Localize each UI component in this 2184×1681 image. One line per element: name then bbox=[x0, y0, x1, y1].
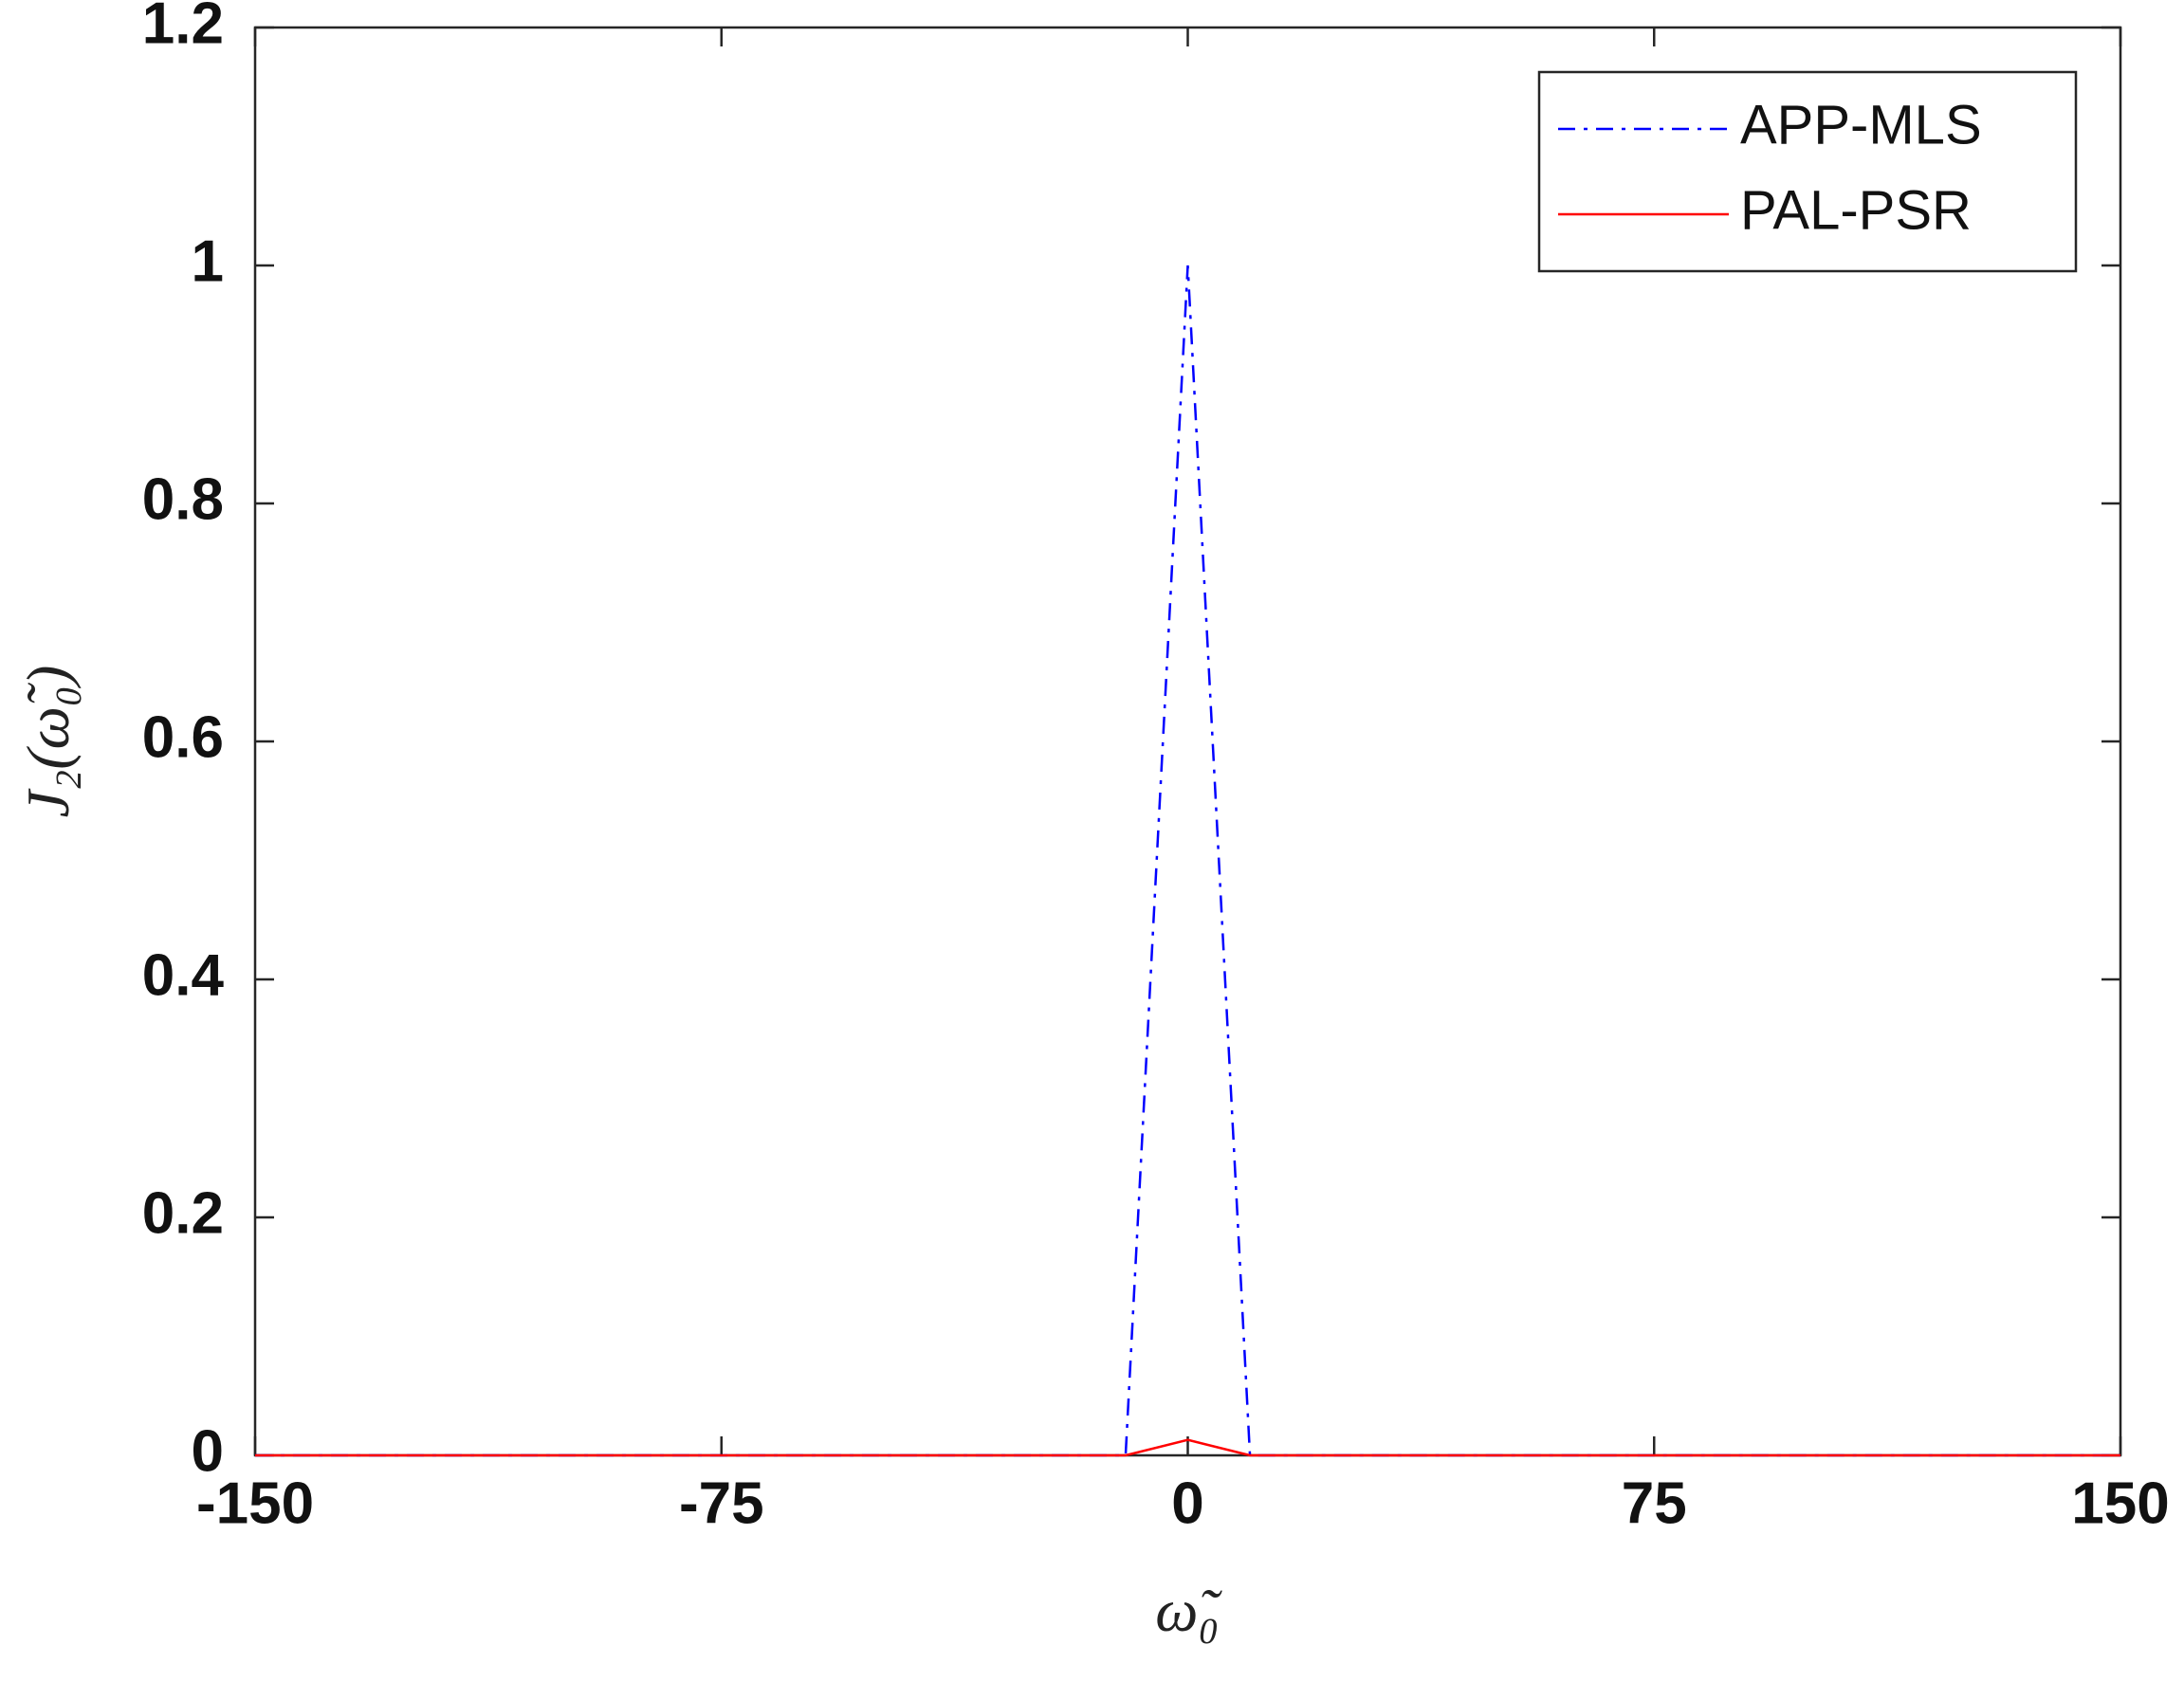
y-tick-label: 0.6 bbox=[142, 704, 224, 770]
x-tick-label: 150 bbox=[2071, 1471, 2169, 1536]
y-tick-label: 1.2 bbox=[142, 0, 224, 56]
y-tick-label: 0.2 bbox=[142, 1180, 224, 1246]
x-tick-label: -150 bbox=[196, 1471, 314, 1536]
series-line bbox=[255, 265, 2120, 1457]
legend-label: APP-MLS bbox=[1740, 94, 1982, 155]
series-line bbox=[255, 1438, 2120, 1457]
y-axis-label: J₂(ω̃₀) bbox=[14, 666, 82, 818]
y-tick-label: 1 bbox=[192, 228, 224, 294]
x-axis-label: ω̃₀ bbox=[1155, 1577, 1222, 1644]
legend-label: PAL-PSR bbox=[1740, 179, 1972, 241]
y-tick-label: 0.4 bbox=[142, 942, 225, 1008]
x-tick-label: 75 bbox=[1622, 1471, 1687, 1536]
legend-box bbox=[1537, 70, 2078, 273]
y-tick-label: 0.8 bbox=[142, 466, 224, 532]
x-tick-label: 0 bbox=[1171, 1471, 1203, 1536]
y-tick-label: 0 bbox=[192, 1418, 224, 1484]
x-tick-label: -75 bbox=[679, 1471, 764, 1536]
